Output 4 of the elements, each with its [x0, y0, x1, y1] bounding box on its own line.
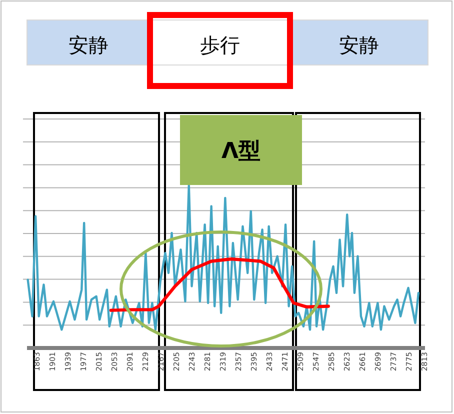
- text: 安静: [68, 33, 108, 57]
- text: 歩行: [200, 33, 240, 57]
- text: Λ型: [221, 139, 261, 164]
- text: 安静: [339, 33, 379, 57]
